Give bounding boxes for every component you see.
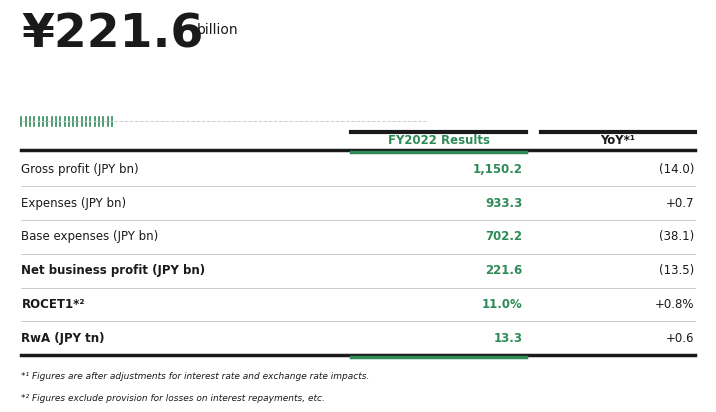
Text: 11.0%: 11.0% <box>482 298 523 311</box>
Text: 12%: 12% <box>25 94 55 106</box>
Text: Expenses (JPY bn): Expenses (JPY bn) <box>21 197 127 210</box>
Text: billion: billion <box>197 23 238 37</box>
Text: *² Figures exclude provision for losses on interest repayments, etc.: *² Figures exclude provision for losses … <box>21 394 325 403</box>
Text: 702.2: 702.2 <box>485 230 523 243</box>
Text: (13.5): (13.5) <box>659 264 695 277</box>
Text: 1,150.2: 1,150.2 <box>473 163 523 176</box>
Text: 13.3: 13.3 <box>493 332 523 345</box>
Text: ¥221.6: ¥221.6 <box>21 12 204 57</box>
Text: YoY*¹: YoY*¹ <box>600 134 635 147</box>
Text: 221.6: 221.6 <box>485 264 523 277</box>
Text: (38.1): (38.1) <box>659 230 695 243</box>
Text: ROCET1*²: ROCET1*² <box>21 298 85 311</box>
Text: *¹ Figures are after adjustments for interest rate and exchange rate impacts.: *¹ Figures are after adjustments for int… <box>21 372 370 381</box>
Text: +0.7: +0.7 <box>666 197 695 210</box>
Text: RwA (JPY tn): RwA (JPY tn) <box>21 332 105 345</box>
Text: +0.6: +0.6 <box>666 332 695 345</box>
Text: 933.3: 933.3 <box>485 197 523 210</box>
Text: FY2022 Results: FY2022 Results <box>387 134 490 147</box>
Text: Base expenses (JPY bn): Base expenses (JPY bn) <box>21 230 159 243</box>
Text: Gross profit (JPY bn): Gross profit (JPY bn) <box>21 163 139 176</box>
Text: Net business profit (JPY bn): Net business profit (JPY bn) <box>21 264 205 277</box>
Text: (14.0): (14.0) <box>659 163 695 176</box>
Text: +0.8%: +0.8% <box>655 298 695 311</box>
